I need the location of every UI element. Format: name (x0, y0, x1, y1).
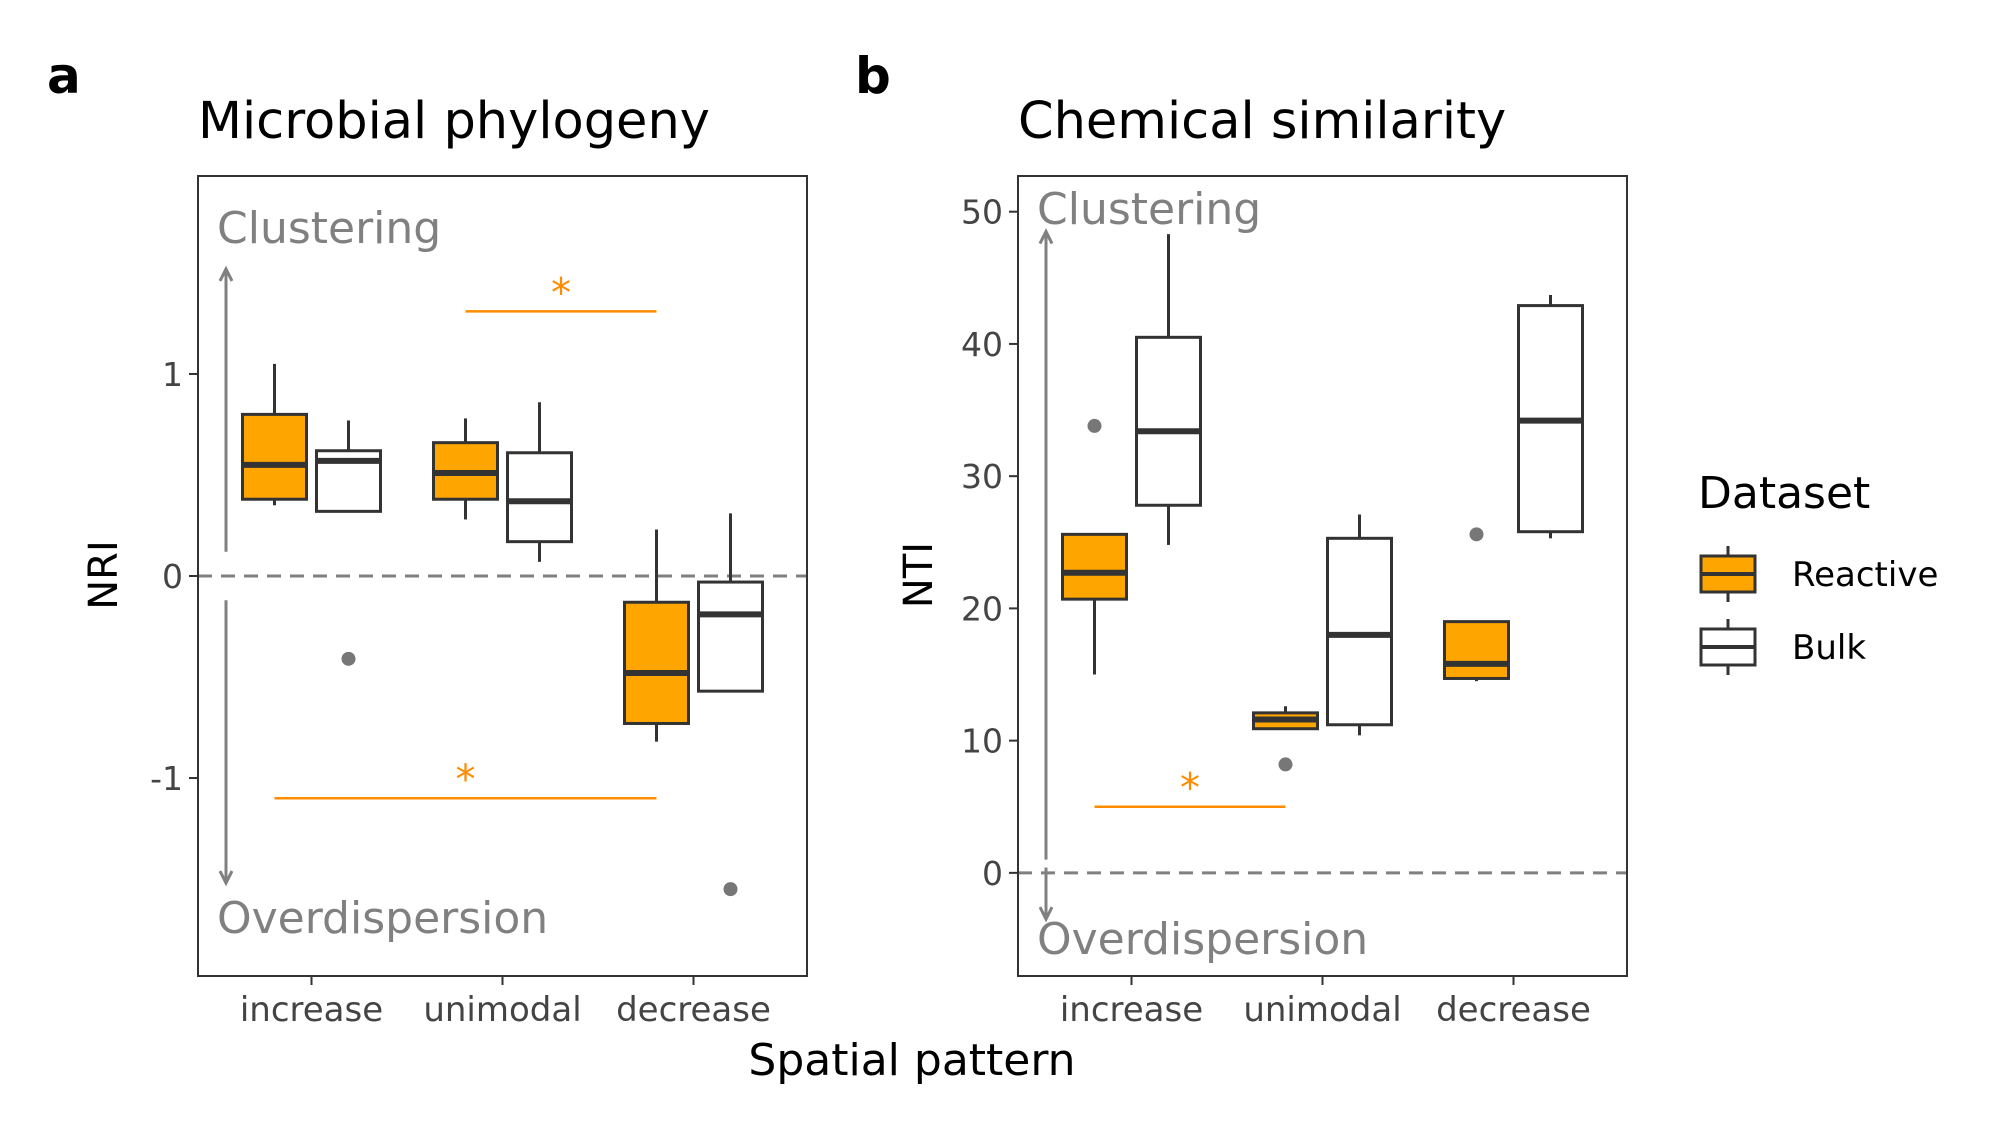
outlier-point (341, 651, 356, 666)
panel-b-letter: b (855, 47, 891, 105)
box-iqr (1443, 620, 1510, 680)
y-tick-label: 1 (162, 355, 183, 394)
box-bulk-unimodal (506, 402, 573, 562)
outlier-point (1087, 418, 1102, 433)
y-tick-label: 0 (982, 854, 1003, 893)
significance-star: * (1180, 766, 1200, 812)
box-reactive-unimodal (432, 418, 499, 520)
box-bulk-decrease (697, 513, 764, 897)
box-bulk-increase (1135, 234, 1202, 545)
x-tick-label: decrease (1436, 990, 1591, 1030)
panel-a: a Microbial phylogeny NRI 1 0 -1 increase un… (47, 47, 808, 1030)
significance-star: * (456, 757, 476, 803)
x-axis-label: Spatial pattern (748, 1035, 1075, 1086)
box-iqr (623, 600, 690, 725)
y-tick-label: 20 (961, 589, 1003, 628)
outlier-point (723, 882, 738, 897)
overdispersion-label: Overdispersion (1037, 914, 1368, 965)
box-reactive-increase (1061, 418, 1128, 675)
y-tick-label: 30 (961, 457, 1003, 496)
panel-b-plot-area: 50 40 30 20 10 0 increase unimodal decrease Clust… (961, 184, 1627, 1030)
box-reactive-unimodal (1252, 706, 1319, 772)
outlier-point (1469, 527, 1484, 542)
panel-a-plot-area: 1 0 -1 increase unimodal decrease Clustering Ov… (150, 203, 807, 1030)
significance-star: * (551, 270, 571, 316)
panel-b-title: Chemical similarity (1018, 92, 1506, 151)
y-tick-label: 10 (961, 722, 1003, 761)
x-tick-label: unimodal (1243, 990, 1401, 1030)
direction-arrow-head (218, 265, 234, 282)
legend-entry-bulk: Bulk (1699, 619, 1866, 675)
box-iqr (1135, 335, 1202, 507)
x-tick-label: increase (240, 990, 383, 1030)
box-iqr (506, 451, 573, 544)
direction-arrow-head (218, 870, 234, 887)
panel-b-ylabel: NTI (896, 542, 942, 608)
outlier-point (1278, 757, 1293, 772)
box-reactive-decrease (623, 529, 690, 742)
legend-entries: Reactive Bulk (1699, 546, 1938, 675)
y-tick-label: -1 (150, 759, 183, 798)
legend-title: Dataset (1698, 468, 1870, 519)
panel-a-ylabel: NRI (81, 540, 127, 610)
box-bulk-unimodal (1326, 514, 1393, 736)
clustering-label: Clustering (217, 203, 441, 254)
panel-b: b Chemical similarity NTI 50 40 30 20 10 0 inc… (855, 47, 1628, 1030)
x-tick-label: increase (1060, 990, 1203, 1030)
box-bulk-decrease (1517, 295, 1584, 539)
box-iqr (1061, 532, 1128, 601)
box-iqr (241, 412, 308, 501)
legend-entry-label: Bulk (1792, 628, 1866, 668)
y-tick-label: 40 (961, 325, 1003, 364)
x-tick-label: decrease (616, 990, 771, 1030)
direction-arrow-head (1038, 228, 1054, 245)
direction-arrow-head (1038, 906, 1054, 923)
panel-a-border (197, 175, 808, 977)
panel-b-border (1017, 175, 1628, 977)
x-tick-label: unimodal (423, 990, 581, 1030)
legend-entry-label: Reactive (1792, 555, 1938, 595)
box-bulk-increase (315, 420, 382, 666)
overdispersion-label: Overdispersion (217, 893, 548, 944)
box-reactive-increase (241, 363, 308, 506)
y-tick-label: 50 (961, 193, 1003, 232)
box-iqr (1326, 536, 1393, 727)
legend-entry-reactive: Reactive (1699, 546, 1938, 602)
panel-a-title: Microbial phylogeny (198, 92, 710, 151)
clustering-label: Clustering (1037, 184, 1261, 235)
box-iqr (697, 580, 764, 693)
y-tick-label: 0 (162, 557, 183, 596)
box-reactive-decrease (1443, 527, 1510, 682)
panel-a-letter: a (47, 47, 81, 105)
legend: Dataset Reactive Bulk (1698, 468, 1938, 675)
